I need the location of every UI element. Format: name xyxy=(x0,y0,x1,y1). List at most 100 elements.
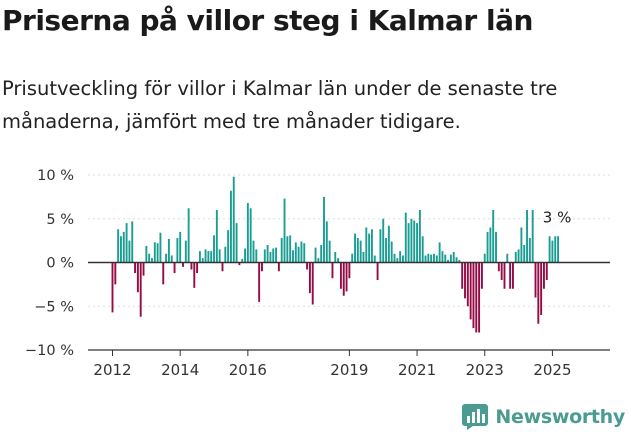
bar xyxy=(272,248,275,263)
bar xyxy=(235,223,238,263)
bar xyxy=(548,236,551,263)
bar xyxy=(120,236,122,263)
bar xyxy=(145,245,148,263)
bar xyxy=(447,259,450,263)
bar xyxy=(170,255,173,263)
bar xyxy=(458,259,461,263)
bar xyxy=(427,253,430,263)
bar xyxy=(215,210,218,263)
bar xyxy=(297,246,300,263)
bar xyxy=(325,221,328,263)
bar xyxy=(323,196,325,263)
x-tick-label: 2014 xyxy=(161,361,199,379)
bar xyxy=(430,254,433,263)
bar xyxy=(151,258,153,263)
bar xyxy=(229,190,232,263)
bar xyxy=(342,262,345,296)
chart-subtitle: Prisutveckling för villor i Kalmar län u… xyxy=(2,77,558,133)
bar xyxy=(376,262,379,280)
bar xyxy=(345,262,348,292)
bar xyxy=(497,262,500,272)
bar xyxy=(424,255,427,263)
bar xyxy=(486,231,489,263)
bar xyxy=(224,246,227,263)
bar xyxy=(300,241,303,263)
bar xyxy=(359,240,362,263)
bar xyxy=(390,241,393,263)
bar xyxy=(509,262,512,289)
bar xyxy=(466,262,469,307)
newsworthy-logo: Newsworthy xyxy=(461,403,625,431)
bar xyxy=(444,254,447,263)
bar xyxy=(134,262,137,273)
brand-name: Newsworthy xyxy=(495,406,625,428)
bar xyxy=(241,259,244,263)
bar xyxy=(193,262,196,288)
bar xyxy=(433,253,435,263)
bar xyxy=(306,262,309,270)
bar xyxy=(520,227,523,263)
bar xyxy=(294,242,297,263)
bar xyxy=(449,254,452,263)
bar xyxy=(148,253,151,263)
bar xyxy=(117,229,120,263)
bar xyxy=(365,227,368,263)
bar xyxy=(399,251,402,263)
bar xyxy=(269,252,272,263)
bar xyxy=(111,262,114,313)
x-axis: 2012 2014 2016 2019 2021 2023 2025 xyxy=(88,261,610,379)
bar xyxy=(551,240,554,263)
annotations: 3 % xyxy=(543,208,572,226)
bar xyxy=(244,248,246,263)
bar xyxy=(348,262,351,279)
bar xyxy=(136,262,139,293)
bar xyxy=(410,218,413,263)
bar xyxy=(393,253,396,263)
bar xyxy=(492,210,495,263)
bar xyxy=(435,255,438,263)
chart-title: Priserna på villor steg i Kalmar län xyxy=(2,4,533,37)
bar xyxy=(162,262,165,285)
bar xyxy=(455,257,458,263)
bar xyxy=(379,229,382,263)
bar xyxy=(167,238,170,263)
bar xyxy=(531,210,534,263)
bar xyxy=(207,251,210,263)
bar xyxy=(543,262,545,289)
bar xyxy=(441,251,444,263)
bar xyxy=(258,262,261,302)
y-tick-label: 5 % xyxy=(46,212,74,228)
bar xyxy=(249,208,252,263)
x-tick-label: 2012 xyxy=(93,361,131,379)
bar xyxy=(418,210,421,263)
y-tick-label: −5 % xyxy=(34,299,74,315)
bar xyxy=(331,262,334,279)
bar xyxy=(238,262,241,266)
bar xyxy=(173,262,176,273)
bar xyxy=(114,262,117,285)
bar xyxy=(263,249,266,263)
bar xyxy=(128,240,131,263)
bar xyxy=(356,238,359,263)
x-tick-label: 2021 xyxy=(398,361,436,379)
bar-chart-logo-icon xyxy=(462,404,489,430)
bar xyxy=(480,262,483,289)
bar xyxy=(156,243,159,263)
bar xyxy=(139,262,142,317)
bar xyxy=(283,198,286,263)
bar xyxy=(277,262,280,272)
bar xyxy=(362,252,365,263)
bar xyxy=(368,233,371,263)
bar xyxy=(308,262,311,294)
bar xyxy=(159,232,162,263)
bar xyxy=(396,258,399,263)
bar xyxy=(337,258,340,263)
bar xyxy=(413,220,416,263)
bar xyxy=(280,238,283,263)
bar xyxy=(483,253,486,263)
bar xyxy=(495,231,497,263)
x-tick-label: 2025 xyxy=(533,361,571,379)
bar xyxy=(255,249,258,263)
bar xyxy=(334,252,337,263)
bar xyxy=(210,251,213,263)
